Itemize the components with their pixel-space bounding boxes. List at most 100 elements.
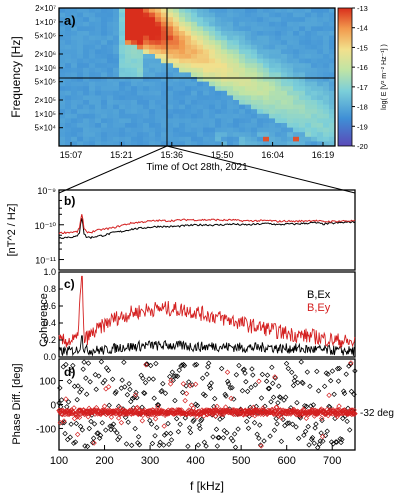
spectrogram-cell [269, 63, 276, 69]
spectrogram-cell [215, 109, 222, 115]
spectrogram-cell [233, 113, 240, 119]
spectrogram-cell [185, 17, 192, 23]
spectrogram-cell [149, 90, 156, 96]
spectrogram-cell [167, 8, 174, 14]
spectrogram-cell [299, 49, 306, 55]
spectrogram-cell [233, 136, 240, 142]
spectrogram-cell [239, 35, 246, 41]
spectrogram-cell [197, 141, 204, 146]
spectrogram-cell [305, 132, 312, 138]
spectrogram-cell [95, 35, 102, 41]
spectrogram-cell [245, 44, 252, 50]
phase-point-bex [122, 384, 128, 390]
spectrogram-cell [323, 44, 330, 50]
spectrogram-cell [257, 109, 264, 115]
spectrogram-cell [251, 109, 258, 115]
spectrogram-cell [149, 35, 156, 41]
spectrogram-cell [71, 8, 78, 14]
spectrogram-cell [287, 40, 294, 46]
spectrogram-cell [221, 141, 228, 146]
spectrogram-cell [203, 90, 210, 96]
spectrogram-cell [287, 26, 294, 32]
phase-point-bey [101, 403, 108, 409]
spectrogram-cell [293, 127, 300, 133]
spectrogram-cell [161, 72, 168, 78]
phase-point-bex [309, 434, 316, 441]
x-tick-label: 15:36 [161, 150, 184, 160]
spectrogram-cell [215, 31, 222, 37]
spectrogram-cell [329, 136, 335, 142]
y-tick-label: 10⁻⁹ [37, 186, 56, 196]
spectrogram-cell [155, 63, 162, 69]
spectrogram-cell [173, 40, 180, 46]
spectrogram-cell [185, 90, 192, 96]
spectrogram-cell [245, 77, 252, 83]
spectrogram-cell [125, 127, 132, 133]
spectrogram-cell [287, 109, 294, 115]
spectrogram-cell [317, 127, 324, 133]
spectrogram-cell [257, 17, 264, 23]
spectrogram-cell [215, 58, 222, 64]
spectrogram-cell [299, 113, 306, 119]
spectrogram-cell [101, 123, 108, 129]
spectrogram-cell [263, 8, 270, 14]
spectrogram-cell [245, 95, 252, 101]
spectrogram-cell [137, 26, 144, 32]
spectrogram-cell [263, 81, 270, 87]
spectrogram-cell [119, 54, 126, 60]
phase-point-bex [325, 371, 331, 377]
spectrogram-cell [83, 132, 90, 138]
spectrogram-cell [311, 90, 318, 96]
spectrogram-cell [155, 136, 162, 142]
phase-point-bex [282, 422, 288, 429]
spectrogram-cell [131, 136, 138, 142]
phase-point-bex [83, 375, 89, 381]
spectrogram-cell [215, 118, 222, 124]
spectrogram-cell [269, 123, 276, 129]
spectrogram-cell [329, 123, 335, 129]
spectrogram-cell [59, 63, 66, 69]
spectrogram-cell [167, 49, 174, 55]
spectrogram-cell [269, 127, 276, 133]
spectrogram-cell [137, 123, 144, 129]
spectrogram-cell [119, 132, 126, 138]
panel-b-ylabel: [nT^2 / Hz] [6, 204, 18, 257]
phase-point-bex [129, 395, 136, 402]
phase-point-bex [105, 367, 112, 374]
phase-point-bex [340, 415, 346, 422]
spectrogram-cell [203, 77, 210, 83]
spectrogram-cell [185, 26, 192, 32]
phase-point-bex [348, 388, 355, 395]
spectrogram-cell [323, 49, 330, 55]
spectrogram-cell [95, 123, 102, 129]
spectrogram-cell [311, 113, 318, 119]
spectrogram-cell [263, 113, 270, 119]
spectrogram-cell [59, 8, 66, 14]
spectrogram-cell [221, 100, 228, 106]
phase-point-bex [199, 416, 205, 423]
phase-point-bex [227, 385, 234, 391]
spectrogram-cell [329, 90, 335, 96]
spectrogram-cell [173, 81, 180, 87]
spectrogram-cell [275, 35, 282, 41]
spectrogram-cell [299, 17, 306, 23]
phase-point-bey [204, 411, 211, 418]
spectrogram-cell [161, 63, 168, 69]
spectrogram-cell [257, 141, 264, 146]
spectrogram-cell [191, 90, 198, 96]
spectrogram-cell [107, 35, 114, 41]
spectrogram-cell [143, 49, 150, 55]
coherence-series-line [58, 275, 356, 349]
spectrogram-cell [161, 81, 168, 87]
spectrogram-cell [71, 58, 78, 64]
phase-point-bey [74, 431, 81, 438]
spectrogram-cell [179, 67, 186, 73]
spectrogram-cell [323, 8, 330, 14]
spectrogram-cell [329, 113, 335, 119]
spectrogram-cell [185, 12, 192, 18]
spectrogram-cell [317, 95, 324, 101]
spectrogram-cell [197, 17, 204, 23]
spectrogram-cell [143, 35, 150, 41]
spectrogram-cell [59, 141, 66, 146]
phase-point-bex [201, 439, 208, 446]
